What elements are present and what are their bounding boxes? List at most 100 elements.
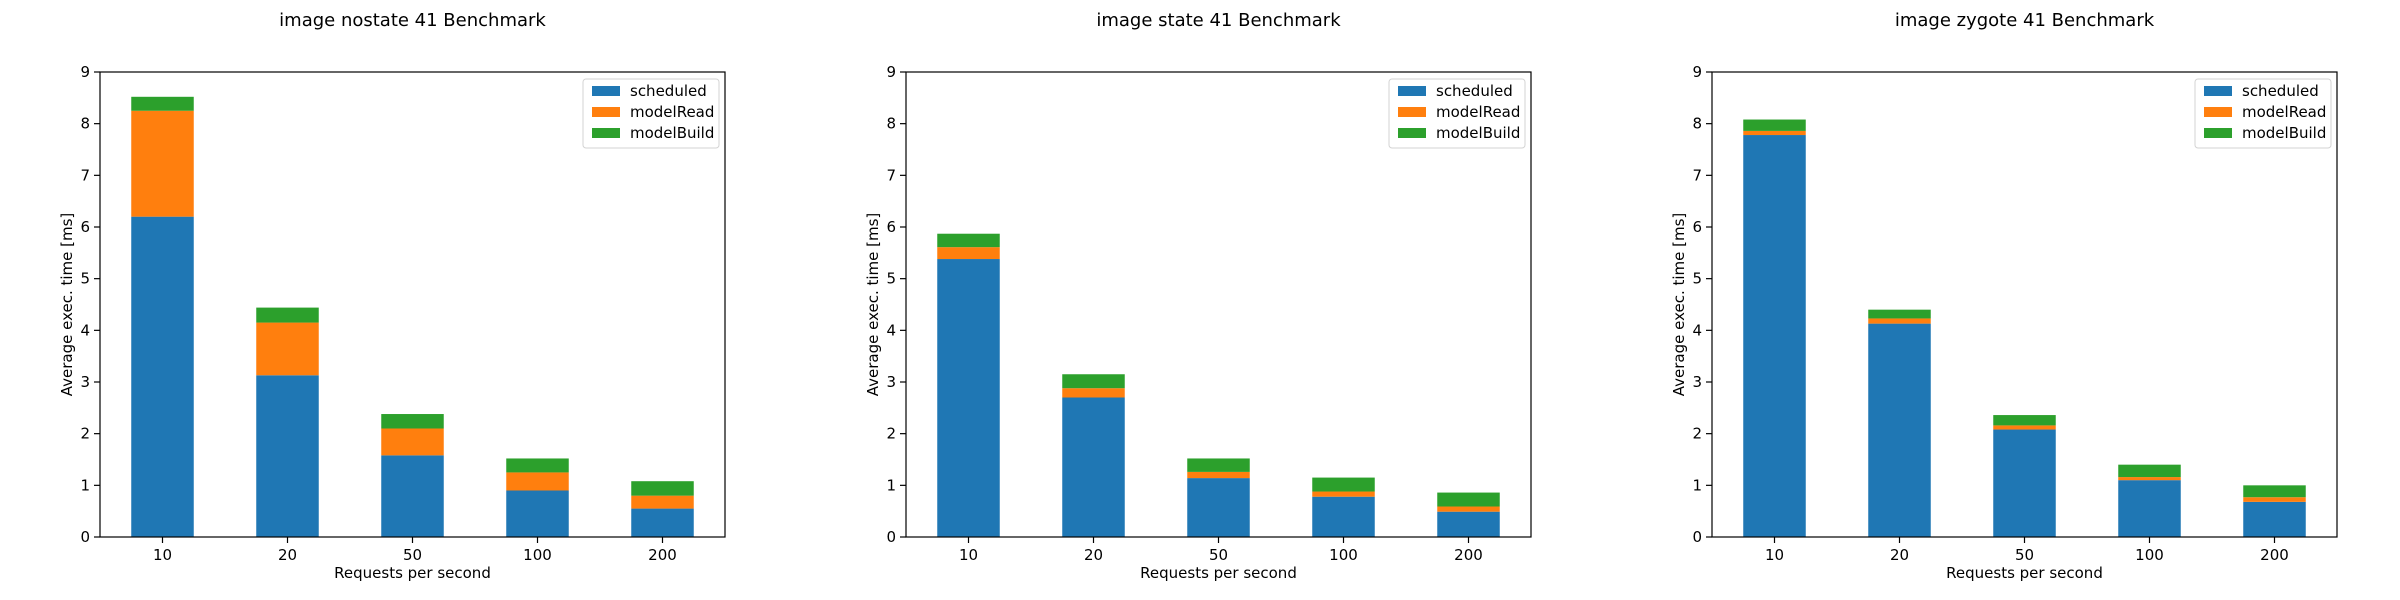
legend-label-modelread: modelRead — [630, 103, 714, 121]
bar-scheduled-20 — [1868, 323, 1931, 537]
x-tick-label: 50 — [2015, 546, 2034, 564]
y-tick-label: 8 — [1692, 115, 1702, 133]
bar-modelbuild-50 — [1993, 415, 2056, 426]
x-tick-label: 200 — [1454, 546, 1483, 564]
y-tick-label: 9 — [1692, 63, 1702, 81]
bar-modelread-50 — [1187, 471, 1250, 479]
bar-scheduled-200 — [1437, 511, 1500, 537]
x-tick-label: 200 — [648, 546, 677, 564]
x-tick-label: 20 — [1084, 546, 1103, 564]
x-axis-label: Requests per second — [334, 564, 491, 582]
x-tick-label: 100 — [1329, 546, 1358, 564]
y-tick-label: 1 — [1692, 476, 1702, 494]
bar-modelread-50 — [1993, 425, 2056, 430]
legend-swatch-modelbuild — [1398, 128, 1426, 138]
chart-panel-state: image state 41 Benchmark Requests per se… — [864, 10, 1532, 582]
chart-title: image zygote 41 Benchmark — [1895, 10, 2155, 31]
y-tick-label: 4 — [1692, 321, 1702, 339]
x-tick-label: 10 — [1765, 546, 1784, 564]
legend-swatch-modelread — [1398, 107, 1426, 117]
y-tick-label: 5 — [1692, 270, 1702, 288]
bar-scheduled-10 — [937, 259, 1000, 537]
bar-modelread-200 — [631, 495, 694, 509]
y-tick-label: 7 — [886, 166, 896, 184]
bar-modelbuild-100 — [2118, 464, 2181, 478]
plot-frame — [1711, 71, 2338, 538]
y-tick-label: 0 — [1692, 528, 1702, 546]
y-tick-label: 4 — [80, 321, 90, 339]
y-axis-label: Average exec. time [ms] — [864, 213, 882, 397]
y-axis-ticks: 0 1 2 3 4 5 6 7 8 9 10 20 50 100 200 — [80, 63, 676, 564]
legend-label-modelbuild: modelBuild — [2242, 124, 2326, 142]
bars — [1743, 119, 2306, 538]
bar-modelbuild-200 — [1437, 492, 1500, 507]
bar-scheduled-10 — [131, 216, 194, 537]
bar-modelread-10 — [937, 247, 1000, 260]
y-tick-label: 0 — [886, 528, 896, 546]
bar-modelread-100 — [506, 472, 569, 491]
y-tick-label: 3 — [80, 373, 90, 391]
bar-modelbuild-50 — [1187, 458, 1250, 472]
y-tick-label: 9 — [886, 63, 896, 81]
bar-modelbuild-10 — [937, 233, 1000, 248]
x-tick-label: 20 — [278, 546, 297, 564]
bar-modelread-20 — [1062, 388, 1125, 398]
bar-scheduled-50 — [1993, 429, 2056, 537]
bar-modelbuild-100 — [506, 458, 569, 473]
bar-scheduled-100 — [506, 490, 569, 537]
legend-label-modelbuild: modelBuild — [630, 124, 714, 142]
bar-modelread-20 — [256, 322, 319, 376]
legend: scheduled modelRead modelBuild — [582, 78, 720, 149]
legend-swatch-modelread — [2204, 107, 2232, 117]
bar-modelbuild-50 — [381, 414, 444, 429]
bar-modelbuild-10 — [1743, 119, 1806, 131]
legend-label-modelread: modelRead — [1436, 103, 1520, 121]
y-axis-ticks: 0 1 2 3 4 5 6 7 8 9 10 20 50 100 200 — [1692, 63, 2288, 564]
y-tick-label: 8 — [886, 115, 896, 133]
x-tick-label: 10 — [959, 546, 978, 564]
bar-scheduled-100 — [2118, 480, 2181, 537]
y-tick-label: 2 — [80, 425, 90, 443]
x-tick-label: 50 — [403, 546, 422, 564]
bar-modelbuild-100 — [1312, 477, 1375, 492]
y-axis-ticks: 0 1 2 3 4 5 6 7 8 9 10 20 50 100 200 — [886, 63, 1482, 564]
y-tick-label: 4 — [886, 321, 896, 339]
y-tick-label: 1 — [80, 476, 90, 494]
y-tick-label: 6 — [1692, 218, 1702, 236]
y-tick-label: 6 — [80, 218, 90, 236]
legend-label-scheduled: scheduled — [1436, 82, 1513, 100]
bar-modelread-50 — [381, 428, 444, 456]
bars — [131, 96, 694, 537]
bar-modelbuild-200 — [631, 481, 694, 496]
x-tick-label: 200 — [2260, 546, 2289, 564]
bar-scheduled-10 — [1743, 135, 1806, 538]
bar-modelread-10 — [1743, 130, 1806, 136]
legend: scheduled modelRead modelBuild — [1388, 78, 1526, 149]
y-axis-label: Average exec. time [ms] — [1670, 213, 1688, 397]
bar-modelread-100 — [1312, 491, 1375, 497]
y-tick-label: 5 — [886, 270, 896, 288]
y-tick-label: 2 — [886, 425, 896, 443]
y-tick-label: 3 — [1692, 373, 1702, 391]
bar-scheduled-200 — [631, 508, 694, 537]
x-tick-label: 50 — [1209, 546, 1228, 564]
plot-frame — [905, 71, 1532, 538]
bars — [937, 233, 1500, 537]
y-tick-label: 0 — [80, 528, 90, 546]
bar-modelbuild-20 — [1868, 309, 1931, 319]
y-tick-label: 5 — [80, 270, 90, 288]
y-tick-label: 3 — [886, 373, 896, 391]
legend-swatch-scheduled — [1398, 86, 1426, 96]
bar-scheduled-100 — [1312, 496, 1375, 537]
y-tick-label: 7 — [80, 166, 90, 184]
x-tick-label: 100 — [523, 546, 552, 564]
legend-label-scheduled: scheduled — [630, 82, 707, 100]
bar-scheduled-200 — [2243, 501, 2306, 537]
legend-swatch-modelbuild — [592, 128, 620, 138]
chart-panel-zygote: image zygote 41 Benchmark Requests per s… — [1670, 10, 2338, 582]
bar-modelread-20 — [1868, 318, 1931, 324]
x-tick-label: 20 — [1890, 546, 1909, 564]
x-axis-label: Requests per second — [1140, 564, 1297, 582]
legend-swatch-scheduled — [2204, 86, 2232, 96]
